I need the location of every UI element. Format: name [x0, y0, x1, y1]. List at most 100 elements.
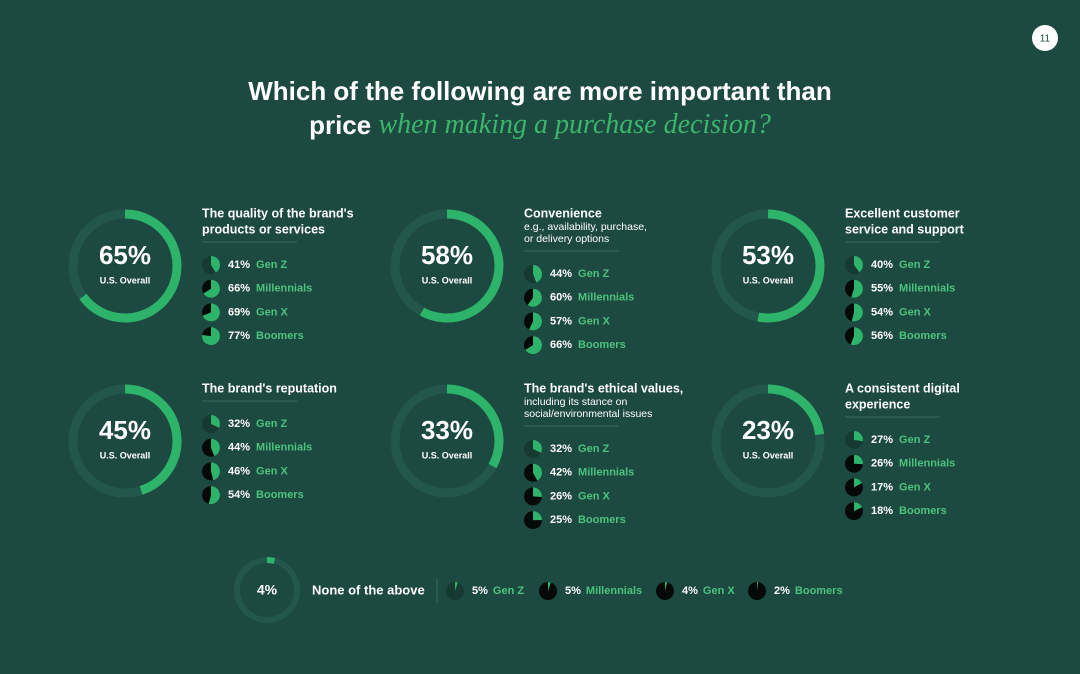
generation-row: 5% Gen Z — [472, 585, 524, 597]
generation-name: Millennials — [578, 467, 634, 479]
donut-arc — [767, 384, 825, 436]
generation-row: 17% Gen X — [871, 481, 931, 493]
generation-value: 77% — [228, 330, 250, 342]
generation-row: 69% Gen X — [228, 306, 288, 318]
pie-slice — [208, 486, 220, 505]
generation-name: Boomers — [578, 514, 626, 526]
none-label: None of the above — [312, 582, 425, 597]
generation-value: 5% — [472, 585, 488, 597]
generation-value: 5% — [565, 585, 581, 597]
generation-row: 18% Boomers — [871, 505, 947, 517]
overall-caption: U.S. Overall — [100, 450, 151, 460]
overall-caption: U.S. Overall — [743, 450, 794, 460]
generation-value: 66% — [228, 283, 250, 295]
generation-name: Boomers — [795, 585, 843, 597]
pie-slice — [533, 440, 542, 453]
generation-value: 44% — [550, 268, 572, 280]
generation-row: 32% Gen Z — [228, 418, 287, 430]
page-badge — [1032, 25, 1058, 51]
item-subtitle: e.g., availability, purchase, — [524, 221, 647, 233]
pie-slice — [525, 336, 543, 355]
generation-name: Gen X — [578, 315, 610, 327]
generation-value: 2% — [774, 585, 790, 597]
title-italic: when making a purchase decision? — [378, 109, 770, 140]
generation-name: Boomers — [899, 330, 947, 342]
title-line1: Which of the following are more importan… — [248, 76, 832, 106]
overall-value: 65% — [99, 240, 151, 270]
generation-name: Gen X — [703, 585, 735, 597]
generation-row: 54% Boomers — [228, 489, 304, 501]
generation-row: 4% Gen X — [682, 585, 735, 597]
generation-row: 46% Gen X — [228, 465, 288, 477]
pie-slice — [851, 279, 863, 298]
generation-name: Gen X — [256, 465, 288, 477]
generation-value: 32% — [228, 418, 250, 430]
generation-name: Boomers — [899, 505, 947, 517]
item-subtitle: or delivery options — [524, 233, 609, 245]
generation-row: 44% Millennials — [228, 442, 312, 454]
item-title: service and support — [845, 222, 965, 236]
pie-slice — [211, 438, 221, 457]
generation-row: 27% Gen Z — [871, 434, 930, 446]
item-title: The brand's reputation — [202, 381, 337, 395]
item-title: experience — [845, 397, 910, 411]
pie-slice — [455, 582, 458, 591]
generation-name: Millennials — [899, 283, 955, 295]
generation-row: 66% Boomers — [550, 339, 626, 351]
generation-name: Millennials — [899, 458, 955, 470]
pie-slice — [533, 511, 542, 521]
item-title: Excellent customer — [845, 206, 960, 220]
generation-value: 26% — [550, 490, 572, 502]
generation-value: 25% — [550, 514, 572, 526]
pie-slice — [529, 312, 543, 331]
generation-name: Gen Z — [578, 443, 609, 455]
generation-name: Gen Z — [256, 259, 287, 271]
pie-slice — [665, 582, 668, 591]
item-title: Convenience — [524, 206, 602, 220]
generation-name: Millennials — [586, 585, 642, 597]
pie-slice — [854, 256, 863, 273]
generation-value: 18% — [871, 505, 893, 517]
generation-row: 54% Gen X — [871, 306, 931, 318]
generation-value: 44% — [228, 442, 250, 454]
overall-value: 4% — [257, 582, 278, 598]
pie-slice — [533, 487, 542, 497]
item-title: A consistent digital — [845, 381, 960, 395]
generation-row: 60% Millennials — [550, 292, 634, 304]
generation-row: 26% Millennials — [871, 458, 955, 470]
generation-name: Gen Z — [256, 418, 287, 430]
overall-value: 58% — [421, 240, 473, 270]
pie-slice — [548, 582, 551, 591]
generation-name: Boomers — [256, 330, 304, 342]
pie-slice — [211, 256, 220, 273]
generation-row: 57% Gen X — [550, 315, 610, 327]
pie-slice — [211, 462, 221, 481]
generation-name: Gen Z — [578, 268, 609, 280]
generation-value: 46% — [228, 465, 250, 477]
item-title: The brand's ethical values, — [524, 381, 683, 395]
generation-value: 41% — [228, 259, 250, 271]
generation-row: 2% Boomers — [774, 585, 843, 597]
donut-arc — [419, 209, 504, 323]
pie-slice — [854, 502, 863, 512]
donut-arc — [266, 556, 276, 564]
generation-row: 26% Gen X — [550, 490, 610, 502]
donut-arc — [79, 209, 182, 323]
generation-row: 41% Gen Z — [228, 259, 287, 271]
generation-value: 42% — [550, 467, 572, 479]
title-line2: price when making a purchase decision? — [309, 109, 771, 140]
pie-slice — [533, 463, 543, 481]
generation-row: 25% Boomers — [550, 514, 626, 526]
pie-slice — [533, 264, 543, 283]
item-title: The quality of the brand's — [202, 206, 354, 220]
pie-slice — [851, 303, 863, 322]
generation-value: 27% — [871, 434, 893, 446]
title-bold: price — [309, 110, 371, 140]
overall-caption: U.S. Overall — [100, 275, 151, 285]
generation-value: 69% — [228, 306, 250, 318]
generation-value: 66% — [550, 339, 572, 351]
generation-row: 55% Millennials — [871, 283, 955, 295]
generation-row: 32% Gen Z — [550, 443, 609, 455]
overall-value: 23% — [742, 415, 794, 445]
